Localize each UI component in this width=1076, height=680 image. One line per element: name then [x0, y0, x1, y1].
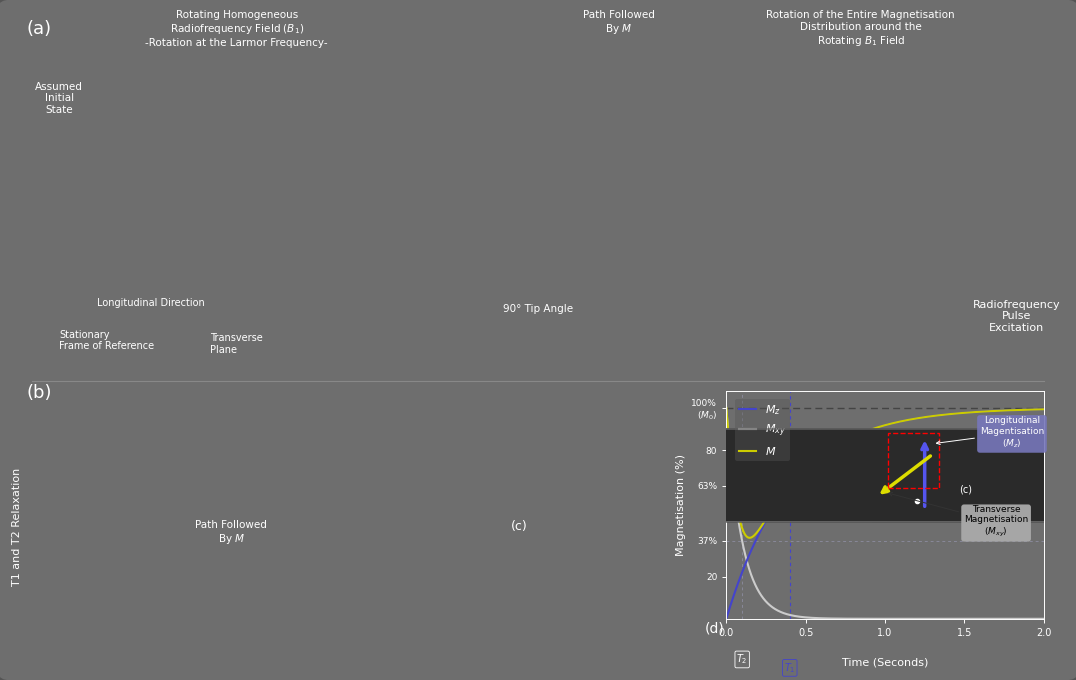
$M_z$	[866, 425, 879, 433]
Line: $M_z$: $M_z$	[726, 409, 1044, 619]
$M$	[1028, 405, 1040, 413]
$M$	[720, 404, 733, 412]
Text: Path Followed
By $M$: Path Followed By $M$	[196, 520, 267, 546]
$M_z$	[1028, 405, 1040, 413]
$M$	[866, 425, 879, 433]
Text: Stationary
Frame of Reference: Stationary Frame of Reference	[59, 330, 154, 352]
Text: Rotation of the Entire Magnetisation
Distribution around the
Rotating $B_1$ Fiel: Rotation of the Entire Magnetisation Dis…	[766, 10, 955, 48]
$M_{xy}$	[1028, 615, 1040, 623]
$M$	[969, 408, 982, 416]
$M_{xy}$	[736, 539, 749, 547]
X-axis label: Time (Seconds): Time (Seconds)	[841, 658, 929, 667]
Text: Transverse
Plane: Transverse Plane	[210, 333, 263, 355]
Text: Longitudinal
Magentisation
$(M_z)$: Longitudinal Magentisation $(M_z)$	[936, 416, 1044, 450]
$M_{xy}$	[720, 404, 733, 412]
Text: Rotating Homogeneous
Radiofrequency Field $(B_1)$
-Rotation at the Larmor Freque: Rotating Homogeneous Radiofrequency Fiel…	[145, 10, 328, 48]
Text: (d): (d)	[705, 622, 724, 636]
$M_{xy}$	[1028, 615, 1040, 623]
$M$	[1037, 405, 1050, 413]
Text: $T_2$: $T_2$	[736, 653, 748, 666]
Text: (a): (a)	[27, 20, 52, 38]
$M_{xy}$	[866, 615, 879, 623]
$M$	[1029, 405, 1042, 413]
$M_z$	[969, 408, 982, 416]
$M_z$	[736, 567, 749, 575]
Circle shape	[0, 429, 1076, 522]
Text: (b): (b)	[27, 384, 53, 402]
Text: Path Followed
By $M$: Path Followed By $M$	[583, 10, 654, 36]
$M_z$	[720, 615, 733, 623]
$M$	[744, 534, 756, 542]
$M_z$	[874, 422, 887, 430]
$M_z$	[1028, 405, 1040, 413]
Text: Transverse
Magnetisation
$(M_{xy})$: Transverse Magnetisation $(M_{xy})$	[889, 492, 1029, 539]
Text: Assumed
Initial
State: Assumed Initial State	[36, 82, 83, 115]
$M$	[736, 525, 749, 533]
Text: Longitudinal Direction: Longitudinal Direction	[97, 298, 204, 307]
Text: T1 and T2 Relaxation: T1 and T2 Relaxation	[12, 468, 23, 586]
Legend: $M_z$, $M_{xy}$, $M$: $M_z$, $M_{xy}$, $M$	[735, 399, 791, 461]
Text: (c): (c)	[960, 484, 973, 494]
Line: $M$: $M$	[726, 408, 1044, 538]
$M_{xy}$	[874, 615, 887, 623]
Bar	[888, 433, 939, 488]
Text: Radiofrequency
Pulse
Excitation: Radiofrequency Pulse Excitation	[973, 300, 1061, 333]
$M_{xy}$	[969, 615, 982, 623]
Line: $M_{xy}$: $M_{xy}$	[726, 408, 1044, 619]
Text: 90° Tip Angle: 90° Tip Angle	[502, 305, 574, 314]
Text: (c): (c)	[511, 520, 528, 533]
Text: $T_1$: $T_1$	[784, 661, 795, 675]
$M_z$	[1037, 405, 1050, 413]
$M$	[875, 422, 888, 430]
Y-axis label: Magnetisation (%): Magnetisation (%)	[676, 454, 685, 556]
$M_{xy}$	[1037, 615, 1050, 623]
